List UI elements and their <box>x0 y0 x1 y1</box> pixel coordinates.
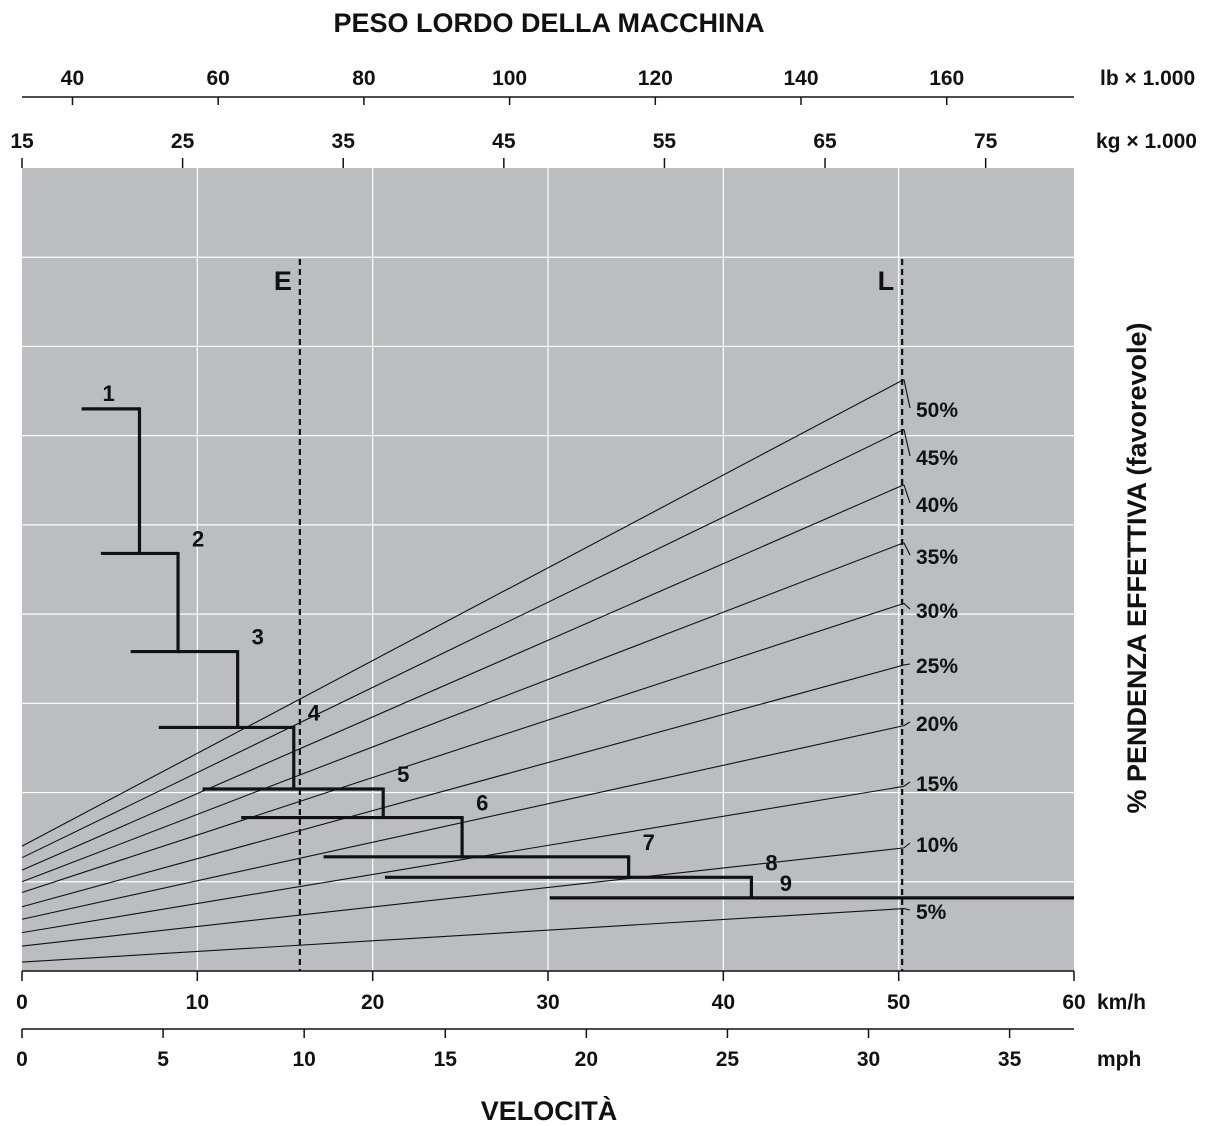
kmh-tick-label: 30 <box>536 991 559 1014</box>
kmh-tick-label: 10 <box>186 991 209 1014</box>
lb-tick-label: 60 <box>207 67 230 90</box>
gear-label: 1 <box>102 381 114 406</box>
kg-tick-label: 45 <box>492 130 516 153</box>
gear-label: 4 <box>308 700 321 725</box>
grade-leader <box>903 429 911 457</box>
kmh-tick-label: 20 <box>361 991 384 1014</box>
kg-tick-label: 75 <box>974 130 998 153</box>
grade-line <box>21 428 905 859</box>
mph-tick-label: 35 <box>998 1048 1022 1071</box>
reference-label: E <box>274 266 292 296</box>
grade-line <box>21 378 905 847</box>
grade-lines: 5% 10% 15% 20% 25% 30% 35% 40% 45% 50% <box>21 378 958 963</box>
mph-tick-label: 20 <box>575 1048 598 1071</box>
kmh-tick-label: 40 <box>712 991 735 1014</box>
lb-tick-label: 160 <box>929 67 964 90</box>
kmh-tick-label: 0 <box>16 991 28 1014</box>
mph-tick-label: 10 <box>292 1048 315 1071</box>
gear-label: 3 <box>252 625 264 650</box>
lb-tick-label: 120 <box>638 67 673 90</box>
kmh-axis: 0 10 20 30 40 50 60 <box>16 970 1086 1014</box>
reference-label: L <box>878 266 895 296</box>
lb-unit-label: lb × 1.000 <box>1100 67 1195 90</box>
gear-label: 5 <box>397 762 409 787</box>
mph-unit-label: mph <box>1097 1048 1141 1071</box>
grade-label: 25% <box>916 655 958 678</box>
grade-label: 35% <box>916 546 958 569</box>
mph-tick-label: 30 <box>857 1048 880 1071</box>
mph-tick-label: 15 <box>434 1048 458 1071</box>
kg-tick-label: 65 <box>813 130 837 153</box>
lb-tick-label: 140 <box>783 67 818 90</box>
x-axis-title: VELOCITÀ <box>481 1095 618 1126</box>
grade-leader <box>903 721 911 727</box>
y-axis-title: % PENDENZA EFFETTIVA (favorevole) <box>1122 322 1152 813</box>
kg-tick-label: 15 <box>10 130 34 153</box>
grid <box>22 168 1074 971</box>
lb-tick-label: 100 <box>492 67 527 90</box>
chart-title: PESO LORDO DELLA MACCHINA <box>334 8 765 38</box>
grade-line <box>21 847 904 947</box>
grade-label: 15% <box>916 773 958 796</box>
mph-axis: 0 5 10 15 20 25 30 35 <box>16 1028 1074 1071</box>
gear-label: 7 <box>643 830 655 855</box>
grade-leader <box>903 542 911 556</box>
kg-tick-label: 35 <box>332 130 356 153</box>
weight-lb-axis: 40 60 80 100 120 140 160 <box>22 67 1074 105</box>
grade-leader <box>903 908 911 911</box>
grade-line <box>21 785 905 934</box>
grade-line <box>21 664 905 908</box>
grade-leader <box>903 379 911 409</box>
grade-label: 40% <box>916 494 958 517</box>
gear-label: 6 <box>476 791 488 816</box>
kmh-unit-label: km/h <box>1097 991 1146 1014</box>
grade-line <box>21 484 905 871</box>
grade-leader <box>903 842 911 849</box>
gear-steps: 1 2 3 4 5 6 7 89 <box>81 381 1074 900</box>
grade-line <box>21 907 904 963</box>
kmh-tick-label: 50 <box>887 991 910 1014</box>
lb-tick-label: 80 <box>352 67 375 90</box>
gear-label: 9 <box>780 871 792 896</box>
kmh-tick-label: 60 <box>1062 991 1085 1014</box>
lb-tick-label: 40 <box>61 67 84 90</box>
weight-kg-axis: 15 25 35 45 55 65 75 <box>10 130 998 168</box>
kg-unit-label: kg × 1.000 <box>1096 130 1197 153</box>
grade-label: 50% <box>916 399 958 422</box>
mph-tick-label: 25 <box>716 1048 740 1071</box>
grade-label: 10% <box>916 834 958 857</box>
gear-label: 2 <box>192 526 204 551</box>
grade-line <box>21 602 905 894</box>
grade-label: 30% <box>916 600 958 623</box>
gear-label: 8 <box>765 850 777 875</box>
mph-tick-label: 0 <box>16 1048 28 1071</box>
grade-leader <box>903 484 911 504</box>
grade-label: 20% <box>916 713 958 736</box>
kg-tick-label: 25 <box>171 130 195 153</box>
grade-leader <box>903 663 911 666</box>
mph-tick-label: 5 <box>157 1048 169 1071</box>
grade-label: 5% <box>916 901 947 924</box>
grade-leader <box>903 602 911 610</box>
grade-label: 45% <box>916 447 958 470</box>
grade-leader <box>903 781 911 787</box>
kg-tick-label: 55 <box>653 130 677 153</box>
grade-line <box>21 542 905 883</box>
